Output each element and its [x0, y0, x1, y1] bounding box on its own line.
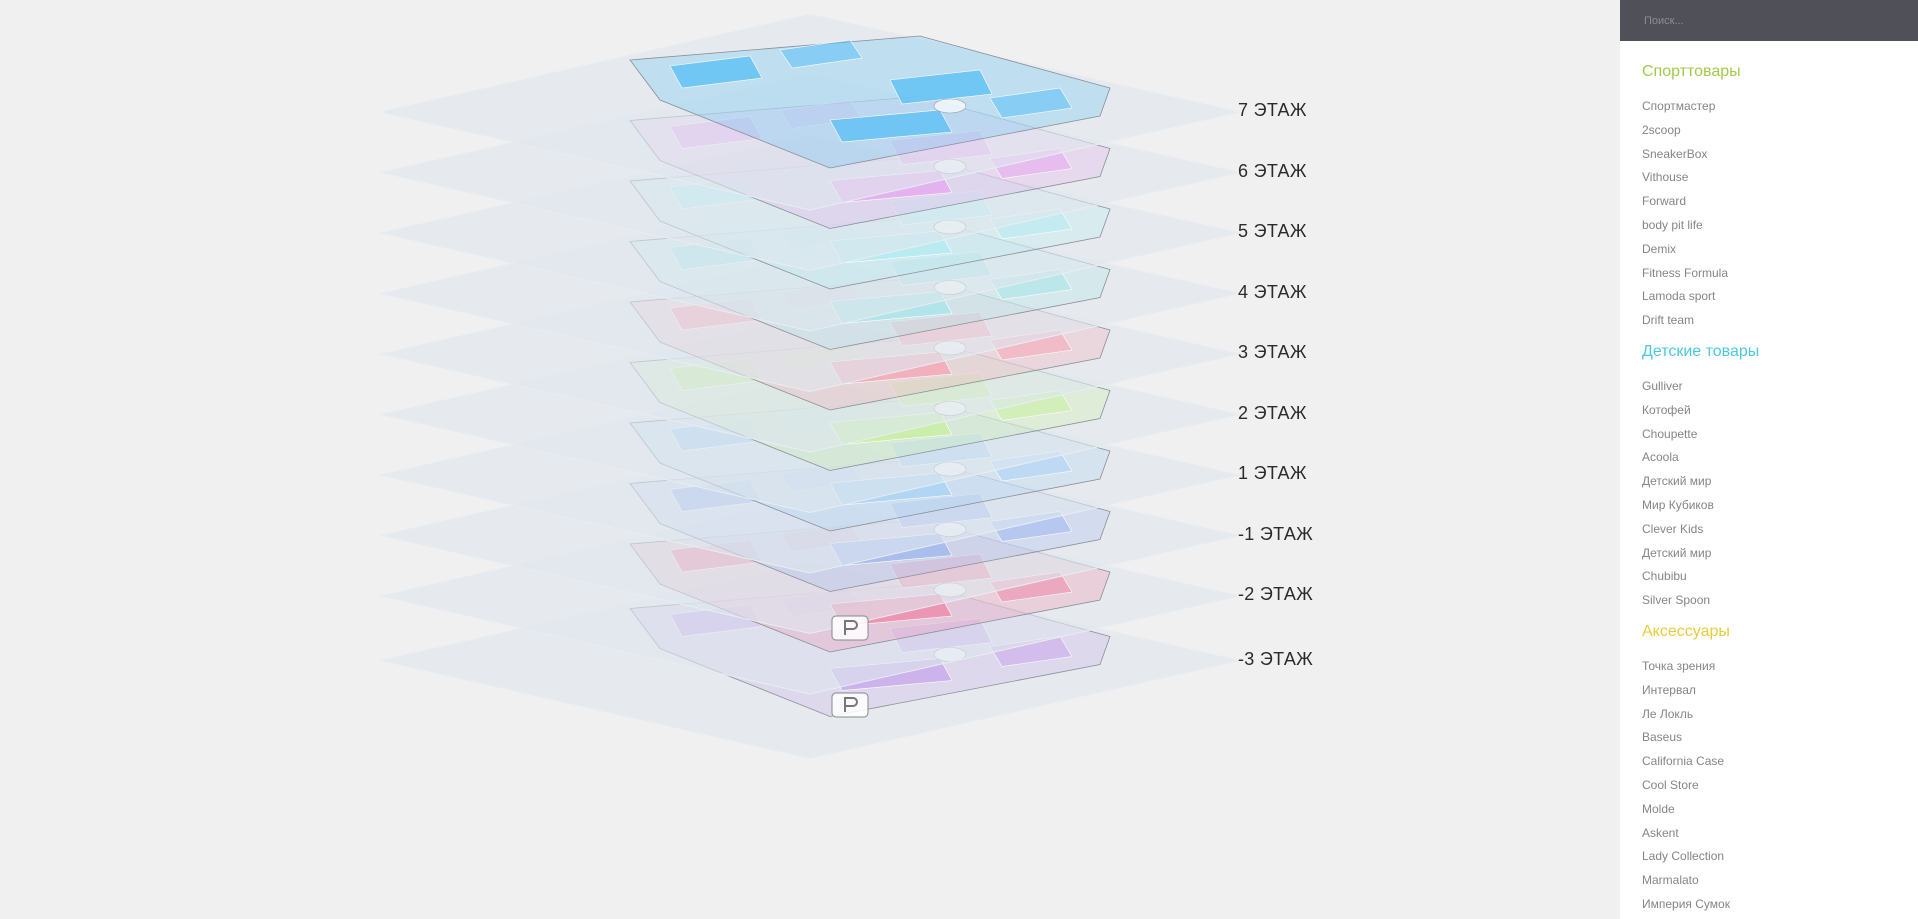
store-link[interactable]: Silver Spoon	[1642, 593, 1711, 608]
floor-label[interactable]: 2 ЭТАЖ	[1238, 402, 1307, 423]
store-link[interactable]: Империя Сумок	[1642, 896, 1730, 911]
store-link[interactable]: Lady Collection	[1642, 849, 1725, 864]
store-link[interactable]: Fitness Formula	[1642, 265, 1729, 280]
store-link[interactable]: Cool Store	[1642, 777, 1699, 792]
store-link[interactable]: California Case	[1642, 754, 1725, 769]
floor-label[interactable]: 5 ЭТАЖ	[1238, 221, 1307, 241]
search-input[interactable]	[1642, 13, 1896, 28]
mall-floor-map: -3 ЭТАЖ -2 ЭТАЖ -1 ЭТАЖ 1 ЭТАЖ 2 ЭТАЖ 3 ЭТАЖ 4…	[379, 13, 1314, 760]
store-list: Gulliver Котофей Choupette Acoola Детский ми…	[1642, 375, 1918, 613]
store-link[interactable]: Clever Kids	[1642, 521, 1704, 536]
parking-icon	[831, 615, 869, 641]
store-link[interactable]: Acoola	[1642, 450, 1679, 465]
floor-label[interactable]: -2 ЭТАЖ	[1238, 584, 1314, 604]
store-link[interactable]: Baseus	[1642, 730, 1683, 745]
floor-label[interactable]: -3 ЭТАЖ	[1238, 648, 1314, 669]
store-link[interactable]: Drift team	[1642, 313, 1695, 328]
floor-label[interactable]: 7 ЭТАЖ	[1238, 100, 1307, 120]
search-bar	[1620, 0, 1918, 41]
store-link[interactable]: Спортмастер	[1642, 99, 1716, 113]
category-list: Спорттовары Спортмастер 2scoop SneakerBox Vi…	[1620, 41, 1918, 917]
store-link[interactable]: Askent	[1642, 825, 1679, 840]
store-link[interactable]: Marmalato	[1642, 873, 1699, 888]
floor-stack-illustration	[379, 13, 1241, 760]
store-link[interactable]: SneakerBox	[1642, 146, 1708, 161]
floor-plane[interactable]	[379, 13, 1241, 211]
category-title[interactable]: Детские товары	[1642, 342, 1760, 360]
store-link[interactable]: Интервал	[1642, 682, 1696, 697]
sidebar: Спорттовары Спортмастер 2scoop SneakerBox Vi…	[1620, 0, 1918, 919]
store-link[interactable]: Точка зрения	[1642, 658, 1716, 673]
store-link[interactable]: Vithouse	[1642, 170, 1689, 185]
store-link[interactable]: Gulliver	[1642, 378, 1683, 393]
store-link[interactable]: Детский мир	[1642, 545, 1712, 560]
store-link[interactable]: Demix	[1642, 241, 1677, 256]
store-link[interactable]: Chubibu	[1642, 569, 1687, 584]
store-list: Точка зрения Интервал Ле Локль Baseus Califo…	[1642, 655, 1918, 917]
store-link[interactable]: Choupette	[1642, 426, 1698, 441]
store-link[interactable]: Forward	[1642, 194, 1687, 209]
store-link[interactable]: Ле Локль	[1642, 706, 1694, 721]
floor-label[interactable]: 3 ЭТАЖ	[1238, 342, 1307, 362]
floor-label[interactable]: 4 ЭТАЖ	[1238, 281, 1307, 302]
store-link[interactable]: Котофей	[1642, 402, 1691, 417]
floor-label[interactable]: 1 ЭТАЖ	[1238, 463, 1307, 483]
store-link[interactable]: body pit life	[1642, 217, 1703, 232]
category-title[interactable]: Аксессуары	[1642, 622, 1730, 640]
floor-label[interactable]: -1 ЭТАЖ	[1238, 523, 1314, 544]
category-title[interactable]: Спорттовары	[1642, 63, 1741, 80]
store-link[interactable]: Детский мир	[1642, 474, 1712, 489]
store-link[interactable]: Lamoda sport	[1642, 289, 1716, 304]
store-link[interactable]: Мир Кубиков	[1642, 497, 1714, 512]
store-link[interactable]: Molde	[1642, 801, 1675, 816]
store-link[interactable]: 2scoop	[1642, 122, 1681, 137]
parking-icon	[831, 692, 869, 718]
floor-label[interactable]: 6 ЭТАЖ	[1238, 160, 1307, 181]
store-list: Спортмастер 2scoop SneakerBox Vithouse Forwa…	[1642, 95, 1918, 333]
